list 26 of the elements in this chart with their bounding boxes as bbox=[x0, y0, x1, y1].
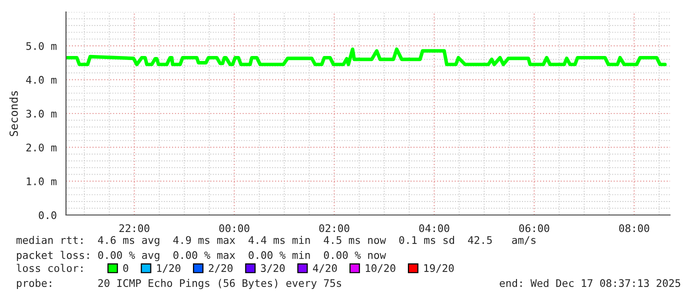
y-axis-title: Seconds bbox=[9, 91, 18, 136]
y-tick-label: 2.0 m bbox=[26, 144, 56, 152]
legend-label: 4/20 bbox=[312, 264, 337, 273]
text: end: Wed Dec 17 08:37:13 2025 bbox=[500, 278, 680, 288]
legend-label: 1/20 bbox=[157, 264, 180, 273]
y-tick-label: 4.0 m bbox=[26, 76, 56, 84]
legend-label: 3/20 bbox=[260, 264, 285, 273]
legend-label: 10/20 bbox=[366, 264, 396, 273]
text: packet loss: 0.00 % avg 0.00 % max 0.00 % min 0.00 % now bbox=[16, 250, 386, 262]
line-series bbox=[66, 47, 667, 66]
text: probe: 20 ICMP Echo Pings (56 Bytes) every 75s bbox=[16, 278, 342, 290]
y-tick-label: 0.0 bbox=[38, 211, 56, 220]
text: loss color: bbox=[16, 264, 82, 272]
x-tick-label: 04:00 bbox=[419, 224, 450, 232]
x-tick-label: 02:00 bbox=[319, 224, 350, 232]
y-tick-label: 5.0 m bbox=[26, 42, 56, 50]
x-tick-label: 22:00 bbox=[119, 224, 150, 232]
x-tick-label: 08:00 bbox=[619, 224, 650, 232]
x-tick-label: 00:00 bbox=[219, 224, 250, 232]
legend-label: 19/20 bbox=[424, 264, 454, 273]
y-tick-label: 3.0 m bbox=[26, 110, 56, 118]
y-tick-label: 1.0 m bbox=[26, 177, 56, 186]
x-tick-label: 06:00 bbox=[519, 224, 550, 232]
legend-label: 0 bbox=[123, 264, 128, 272]
text: median rtt: 4.6 ms avg 4.9 ms max 4.4 ms min 4.5 ms now 0.1 ms sd 42.5 am/s bbox=[16, 236, 536, 246]
legend-label: 2/20 bbox=[208, 264, 233, 273]
